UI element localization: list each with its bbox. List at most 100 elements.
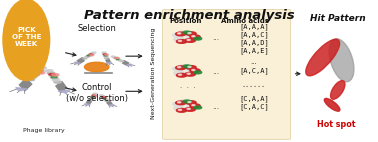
Circle shape (178, 102, 181, 103)
Text: Control
(w/o selection): Control (w/o selection) (66, 83, 128, 103)
Ellipse shape (102, 97, 105, 98)
Polygon shape (58, 90, 70, 93)
Circle shape (177, 108, 187, 112)
Circle shape (183, 65, 191, 68)
Ellipse shape (115, 58, 118, 59)
Ellipse shape (118, 60, 122, 61)
Circle shape (190, 35, 200, 39)
Ellipse shape (99, 95, 103, 96)
Ellipse shape (105, 100, 109, 101)
FancyBboxPatch shape (103, 98, 106, 99)
Circle shape (188, 33, 191, 34)
Ellipse shape (103, 54, 107, 55)
FancyBboxPatch shape (87, 55, 90, 57)
Ellipse shape (115, 58, 117, 59)
Ellipse shape (102, 52, 106, 53)
Ellipse shape (93, 93, 97, 94)
Circle shape (192, 69, 195, 71)
Circle shape (184, 32, 195, 36)
Ellipse shape (39, 67, 46, 69)
Ellipse shape (36, 71, 42, 73)
Ellipse shape (31, 74, 39, 76)
Circle shape (172, 67, 184, 71)
Circle shape (183, 100, 191, 103)
Ellipse shape (3, 0, 50, 81)
Polygon shape (75, 62, 81, 64)
Ellipse shape (105, 58, 109, 59)
Circle shape (178, 100, 189, 104)
Circle shape (183, 31, 191, 34)
Ellipse shape (89, 99, 93, 100)
Text: [A,A,D]: [A,A,D] (239, 39, 269, 46)
Circle shape (187, 39, 190, 40)
Circle shape (178, 40, 181, 41)
Circle shape (194, 71, 202, 74)
Ellipse shape (306, 39, 339, 76)
Text: ...: ... (212, 67, 219, 76)
Ellipse shape (88, 54, 92, 56)
Circle shape (103, 97, 107, 98)
Text: [A,C,A]: [A,C,A] (239, 67, 269, 74)
Circle shape (177, 73, 187, 77)
Circle shape (172, 33, 184, 37)
Text: [A,A,E]: [A,A,E] (239, 47, 269, 54)
Circle shape (184, 38, 195, 42)
Circle shape (190, 69, 200, 72)
Ellipse shape (103, 54, 106, 55)
FancyBboxPatch shape (163, 10, 291, 139)
Ellipse shape (54, 81, 61, 83)
Circle shape (93, 95, 97, 97)
Ellipse shape (120, 61, 124, 62)
Circle shape (178, 108, 189, 112)
Circle shape (186, 66, 196, 69)
Circle shape (192, 105, 195, 106)
Circle shape (188, 35, 199, 39)
Polygon shape (106, 62, 112, 64)
Ellipse shape (329, 39, 354, 82)
Circle shape (192, 36, 195, 37)
Ellipse shape (51, 77, 58, 79)
Circle shape (178, 109, 181, 110)
Text: Hot spot: Hot spot (317, 120, 355, 129)
Ellipse shape (103, 98, 107, 99)
Circle shape (184, 66, 195, 70)
Ellipse shape (113, 57, 116, 58)
Ellipse shape (101, 96, 104, 97)
Ellipse shape (102, 97, 105, 98)
Circle shape (188, 104, 199, 108)
Ellipse shape (45, 70, 53, 72)
Circle shape (52, 74, 59, 76)
Ellipse shape (91, 97, 94, 98)
Text: Amino acids: Amino acids (222, 18, 270, 24)
Ellipse shape (85, 62, 109, 72)
Ellipse shape (330, 81, 345, 99)
FancyBboxPatch shape (91, 96, 94, 98)
Ellipse shape (82, 58, 87, 59)
Circle shape (186, 32, 196, 36)
Ellipse shape (91, 96, 95, 97)
Circle shape (188, 66, 191, 67)
Circle shape (178, 67, 181, 68)
Ellipse shape (111, 56, 115, 57)
Circle shape (178, 33, 181, 34)
Circle shape (185, 107, 195, 111)
Circle shape (176, 66, 186, 70)
Text: ...: ... (212, 33, 219, 42)
Ellipse shape (92, 94, 96, 95)
Circle shape (185, 39, 195, 42)
Circle shape (190, 104, 200, 107)
Ellipse shape (104, 56, 108, 57)
Circle shape (174, 37, 185, 41)
Ellipse shape (34, 71, 42, 74)
Ellipse shape (92, 95, 95, 96)
Circle shape (174, 71, 185, 75)
Text: Hit Pattern: Hit Pattern (310, 14, 366, 23)
Polygon shape (126, 64, 131, 66)
Ellipse shape (26, 79, 34, 81)
Text: [A,A,C]: [A,A,C] (239, 32, 269, 38)
Circle shape (184, 107, 195, 111)
Polygon shape (108, 105, 114, 106)
Ellipse shape (324, 98, 340, 111)
Circle shape (174, 106, 185, 110)
FancyBboxPatch shape (116, 59, 119, 60)
